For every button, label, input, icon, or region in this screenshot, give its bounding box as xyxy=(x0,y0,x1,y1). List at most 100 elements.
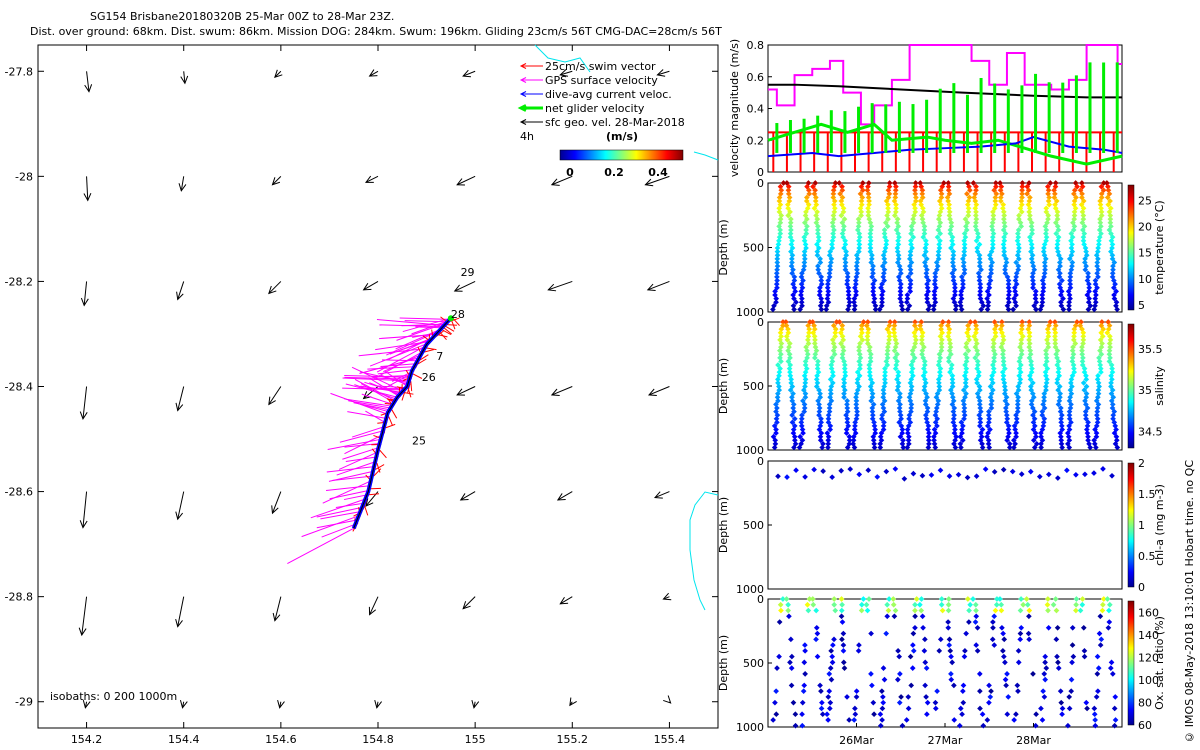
depth-sample xyxy=(911,329,918,336)
sfc-current-arrow-shaft xyxy=(268,386,282,405)
depth-sample xyxy=(840,344,846,350)
depth-sample xyxy=(827,263,833,269)
depth-sample xyxy=(919,333,925,340)
legend-arrow xyxy=(519,77,543,83)
depth-sample xyxy=(923,694,929,700)
depth-sample xyxy=(881,676,888,683)
depth-sample xyxy=(974,648,981,654)
depth-sample xyxy=(1000,351,1006,358)
depth-sample xyxy=(816,270,822,277)
depth-sample xyxy=(786,194,793,201)
depth-sample xyxy=(1107,333,1113,340)
depth-sample xyxy=(1043,380,1050,386)
depth-sample xyxy=(1099,340,1105,347)
depth-sample xyxy=(806,326,812,332)
depth-sample xyxy=(1093,292,1099,298)
depth-sample xyxy=(1052,180,1059,186)
depth-sample xyxy=(776,237,782,244)
depth-sample xyxy=(966,607,972,614)
depth-sample xyxy=(896,653,903,660)
depth-sample xyxy=(1080,329,1087,336)
depth-sample xyxy=(1081,648,1088,654)
chl-sample xyxy=(955,471,962,478)
depth-sample xyxy=(1015,263,1022,269)
depth-sample xyxy=(967,319,974,325)
depth-sample xyxy=(860,596,867,602)
depth-sample xyxy=(870,437,877,444)
depth-sample xyxy=(903,717,910,723)
depth-sample xyxy=(1001,209,1007,215)
depth-sample xyxy=(785,212,792,219)
sfc-current-arrow xyxy=(365,175,379,183)
depth-sample xyxy=(908,405,914,411)
depth-sample xyxy=(1051,326,1058,332)
depth-sample xyxy=(1083,376,1090,383)
depth-sample xyxy=(879,415,885,422)
depth-sample xyxy=(963,223,969,230)
depth-sample xyxy=(838,613,845,620)
depth-sample xyxy=(1026,337,1032,343)
depth-sample xyxy=(913,337,919,343)
sfc-current-arrow-head xyxy=(456,388,465,396)
depth-sample xyxy=(1011,284,1018,291)
depth-sample xyxy=(1106,358,1113,365)
depth-sample xyxy=(999,624,1005,631)
depth-sample xyxy=(921,383,928,390)
depth-sample xyxy=(871,295,878,302)
sfc-current-arrow-shaft xyxy=(83,281,88,306)
depth-sample xyxy=(1054,624,1061,631)
depth-sample xyxy=(844,277,851,284)
depth-sample xyxy=(1005,426,1012,433)
depth-sample xyxy=(1041,245,1047,251)
depth-sample xyxy=(856,245,863,251)
depth-sample xyxy=(1044,376,1050,383)
depth-sample xyxy=(827,376,834,383)
depth-sample xyxy=(836,319,843,325)
depth-sample xyxy=(1052,596,1059,602)
depth-sample xyxy=(957,705,964,712)
depth-sample xyxy=(1081,365,1088,372)
depth-sample xyxy=(843,430,850,436)
sfc-current-arrow xyxy=(80,281,89,307)
map-panel: 154.2 154.4 154.6 154.8 155 155.2 155.4-27.8-2… xyxy=(5,44,719,746)
day-label: 28 xyxy=(451,308,465,321)
depth-sample xyxy=(854,412,860,419)
depth-sample xyxy=(1071,365,1077,372)
depth-sample xyxy=(1097,613,1104,620)
depth-sample xyxy=(909,347,916,354)
depth-sample xyxy=(950,274,957,280)
sfc-current-arrow xyxy=(453,280,476,292)
depth-sample xyxy=(829,245,836,251)
coast-segment-mid xyxy=(693,151,719,161)
depth-sample xyxy=(799,270,805,277)
depth-sample xyxy=(801,682,808,689)
legend-arrow-head xyxy=(519,63,527,69)
depth-sample xyxy=(830,642,836,648)
depth-sample xyxy=(867,230,874,237)
depth-sample xyxy=(939,337,945,343)
depth-sample xyxy=(924,405,931,411)
depth-sample xyxy=(852,302,858,309)
depth-sample xyxy=(774,665,780,671)
depth-sample xyxy=(1030,270,1036,277)
depth-sample xyxy=(989,219,996,226)
depth-sample xyxy=(881,256,888,262)
depth-sample xyxy=(1065,433,1072,440)
chl-sample xyxy=(838,467,845,474)
depth-sample xyxy=(931,295,938,302)
depth-sample xyxy=(877,711,884,718)
depth-sample xyxy=(1044,326,1051,332)
depth-sample xyxy=(1058,423,1065,429)
depth-sample xyxy=(798,299,805,306)
depth-sample xyxy=(974,245,981,251)
sfc-current-arrow-shaft xyxy=(648,386,670,396)
depth-sample xyxy=(1046,194,1052,201)
depth-sample xyxy=(802,358,809,365)
depth-sample xyxy=(839,351,846,358)
depth-sample xyxy=(1016,212,1022,219)
depth-sample xyxy=(934,688,940,694)
depth-sample xyxy=(1002,270,1009,277)
velocity-ylabel: velocity magnitude (m/s) xyxy=(728,39,741,177)
